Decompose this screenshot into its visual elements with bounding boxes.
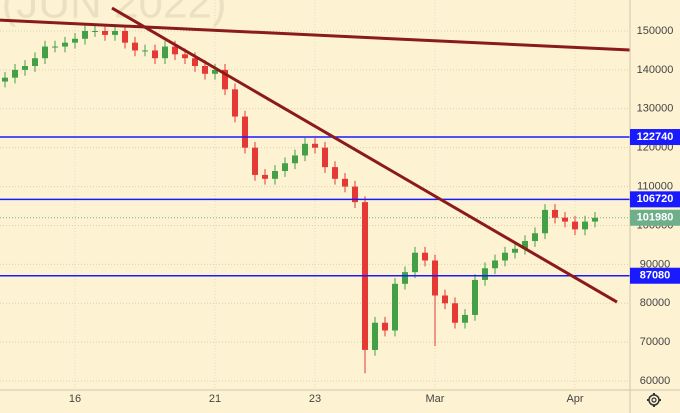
candle-body — [352, 186, 358, 203]
candle-body — [452, 303, 458, 323]
candle-body — [532, 233, 538, 242]
x-tick-label: Apr — [566, 393, 583, 405]
settings-icon[interactable] — [647, 393, 661, 407]
candle-body — [32, 58, 38, 67]
candle-body — [152, 50, 158, 59]
candle-body — [122, 30, 128, 43]
candle-body — [22, 66, 28, 70]
candle-body — [312, 143, 318, 148]
candle-body — [62, 42, 68, 47]
candle-body — [472, 279, 478, 315]
candle-body — [42, 46, 48, 59]
candle-body — [422, 252, 428, 261]
candle-body — [502, 252, 508, 261]
level-label: 106720 — [637, 193, 674, 205]
candle-body — [102, 30, 108, 35]
candle-body — [342, 178, 348, 187]
y-tick-label: 150000 — [637, 25, 674, 37]
candle-body — [282, 163, 288, 172]
candle-body — [592, 217, 598, 222]
candle-body — [332, 167, 338, 179]
candle-body — [162, 46, 168, 59]
candle-body — [92, 30, 98, 32]
candle-body — [432, 260, 438, 296]
last-price-box — [630, 209, 680, 226]
candle-body — [12, 69, 18, 78]
y-tick-label: 140000 — [637, 64, 674, 76]
candle-body — [492, 260, 498, 269]
candle-body — [72, 38, 78, 43]
candle-body — [52, 46, 58, 48]
candle-body — [82, 30, 88, 39]
candle-body — [292, 155, 298, 164]
candle-body — [232, 89, 238, 117]
x-tick-label: 23 — [309, 393, 321, 405]
candle-body — [442, 295, 448, 304]
candle-body — [242, 116, 248, 148]
candle-body — [222, 69, 228, 90]
candle-body — [322, 147, 328, 168]
candle-body — [142, 50, 148, 52]
watermark: S (JUN 2022) — [0, 0, 227, 28]
candle-body — [302, 143, 308, 156]
trendline — [111, 6, 618, 304]
candle-body — [402, 272, 408, 284]
candle-body — [132, 42, 138, 51]
x-tick-label: 21 — [209, 393, 221, 405]
x-tick-label: 16 — [69, 393, 81, 405]
candle-body — [202, 66, 208, 74]
candle-body — [562, 217, 568, 222]
candle-body — [512, 248, 518, 253]
candle-body — [572, 221, 578, 230]
candle-body — [482, 268, 488, 280]
level-label: 87080 — [640, 270, 671, 282]
candle-body — [522, 241, 528, 249]
level-label-box — [630, 267, 680, 284]
level-label-box — [630, 191, 680, 208]
y-tick-label: 70000 — [640, 336, 671, 348]
candle-body — [212, 69, 218, 74]
candle-body — [112, 30, 118, 35]
y-tick-label: 60000 — [640, 375, 671, 387]
candle-body — [2, 77, 8, 82]
candle-body — [172, 46, 178, 55]
y-tick-label: 110000 — [637, 180, 673, 192]
candle-body — [182, 54, 188, 59]
candle-body — [392, 283, 398, 331]
trendline — [0, 18, 631, 52]
level-label-box — [630, 129, 680, 146]
candle-body — [382, 322, 388, 331]
candle-body — [372, 322, 378, 350]
candle-body — [262, 174, 268, 179]
y-tick-label: 90000 — [640, 258, 671, 270]
x-tick-label: Mar — [426, 393, 445, 405]
y-tick-label: 80000 — [640, 297, 671, 309]
candle-body — [542, 209, 548, 234]
y-tick-label: 130000 — [637, 103, 674, 115]
level-label: 122740 — [637, 131, 674, 143]
candle-body — [252, 147, 258, 175]
candle-body — [582, 221, 588, 230]
candle-body — [272, 171, 278, 179]
candle-body — [412, 252, 418, 273]
candle-body — [192, 58, 198, 67]
last-price-label: 101980 — [637, 212, 674, 224]
candle-body — [462, 314, 468, 323]
candle-body — [552, 209, 558, 218]
